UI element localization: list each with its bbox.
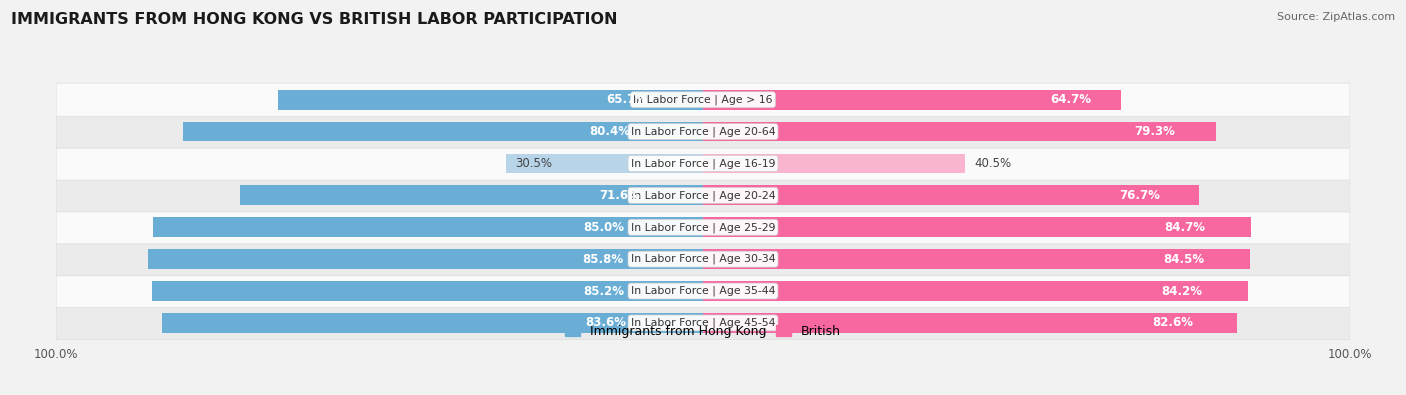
Text: 30.5%: 30.5% — [516, 157, 553, 170]
Text: 40.5%: 40.5% — [974, 157, 1012, 170]
Text: 84.7%: 84.7% — [1164, 221, 1205, 234]
FancyBboxPatch shape — [56, 275, 1350, 308]
Bar — [148, 249, 703, 269]
Text: In Labor Force | Age 20-24: In Labor Force | Age 20-24 — [631, 190, 775, 201]
Text: In Labor Force | Age 25-29: In Labor Force | Age 25-29 — [631, 222, 775, 233]
FancyBboxPatch shape — [56, 179, 1350, 212]
FancyBboxPatch shape — [56, 83, 1350, 116]
Text: 84.5%: 84.5% — [1163, 253, 1205, 266]
Text: In Labor Force | Age 30-34: In Labor Force | Age 30-34 — [631, 254, 775, 264]
Text: In Labor Force | Age > 16: In Labor Force | Age > 16 — [633, 94, 773, 105]
Text: IMMIGRANTS FROM HONG KONG VS BRITISH LABOR PARTICIPATION: IMMIGRANTS FROM HONG KONG VS BRITISH LAB… — [11, 12, 617, 27]
Text: Source: ZipAtlas.com: Source: ZipAtlas.com — [1277, 12, 1395, 22]
Text: 85.8%: 85.8% — [582, 253, 624, 266]
Bar — [703, 249, 1250, 269]
Text: 64.7%: 64.7% — [1050, 93, 1091, 106]
Text: 85.2%: 85.2% — [583, 284, 624, 297]
FancyBboxPatch shape — [56, 115, 1350, 148]
Bar — [153, 217, 703, 237]
Legend: Immigrants from Hong Kong, British: Immigrants from Hong Kong, British — [560, 320, 846, 343]
Text: In Labor Force | Age 16-19: In Labor Force | Age 16-19 — [631, 158, 775, 169]
Bar — [240, 186, 703, 205]
Text: 76.7%: 76.7% — [1119, 189, 1160, 202]
FancyBboxPatch shape — [56, 243, 1350, 276]
Text: 80.4%: 80.4% — [589, 125, 630, 138]
Bar — [703, 122, 1216, 141]
Bar — [703, 186, 1199, 205]
Bar — [152, 281, 703, 301]
Text: 71.6%: 71.6% — [599, 189, 640, 202]
Bar — [162, 313, 703, 333]
Text: In Labor Force | Age 45-54: In Labor Force | Age 45-54 — [631, 318, 775, 328]
Bar — [703, 281, 1247, 301]
Bar — [278, 90, 703, 109]
Bar — [703, 154, 965, 173]
Bar — [703, 217, 1251, 237]
Bar — [506, 154, 703, 173]
Bar — [703, 313, 1237, 333]
Text: In Labor Force | Age 35-44: In Labor Force | Age 35-44 — [631, 286, 775, 296]
Bar — [183, 122, 703, 141]
Text: 83.6%: 83.6% — [585, 316, 626, 329]
Text: 79.3%: 79.3% — [1133, 125, 1175, 138]
FancyBboxPatch shape — [56, 147, 1350, 180]
FancyBboxPatch shape — [56, 211, 1350, 244]
FancyBboxPatch shape — [56, 307, 1350, 340]
Text: In Labor Force | Age 20-64: In Labor Force | Age 20-64 — [631, 126, 775, 137]
Text: 84.2%: 84.2% — [1161, 284, 1202, 297]
Text: 82.6%: 82.6% — [1153, 316, 1194, 329]
Text: 65.7%: 65.7% — [606, 93, 647, 106]
Text: 85.0%: 85.0% — [583, 221, 624, 234]
Bar — [703, 90, 1122, 109]
